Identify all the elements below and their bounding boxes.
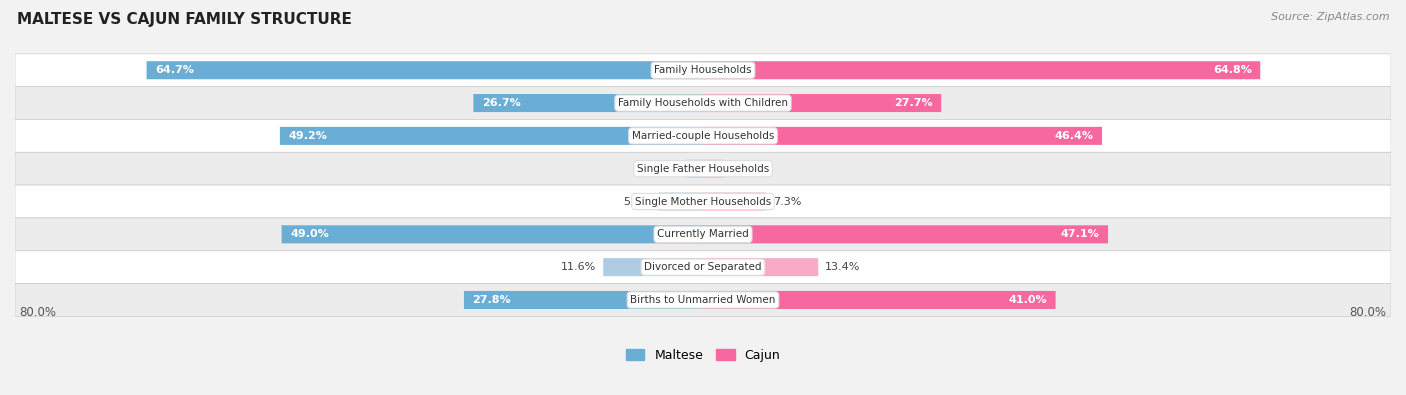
- Text: Divorced or Separated: Divorced or Separated: [644, 262, 762, 272]
- Text: 49.0%: 49.0%: [290, 229, 329, 239]
- Text: 11.6%: 11.6%: [561, 262, 596, 272]
- Text: 13.4%: 13.4%: [825, 262, 860, 272]
- FancyBboxPatch shape: [703, 225, 1108, 243]
- Text: Births to Unmarried Women: Births to Unmarried Women: [630, 295, 776, 305]
- FancyBboxPatch shape: [658, 192, 703, 211]
- Text: 26.7%: 26.7%: [482, 98, 520, 108]
- Legend: Maltese, Cajun: Maltese, Cajun: [626, 349, 780, 362]
- Text: 46.4%: 46.4%: [1054, 131, 1094, 141]
- FancyBboxPatch shape: [281, 225, 703, 243]
- FancyBboxPatch shape: [603, 258, 703, 276]
- Text: 41.0%: 41.0%: [1008, 295, 1047, 305]
- Text: Family Households: Family Households: [654, 65, 752, 75]
- FancyBboxPatch shape: [703, 61, 1260, 79]
- Text: 64.8%: 64.8%: [1213, 65, 1251, 75]
- FancyBboxPatch shape: [15, 218, 1391, 251]
- FancyBboxPatch shape: [703, 160, 724, 178]
- Text: Currently Married: Currently Married: [657, 229, 749, 239]
- FancyBboxPatch shape: [15, 185, 1391, 218]
- FancyBboxPatch shape: [464, 291, 703, 309]
- Text: 2.0%: 2.0%: [651, 164, 679, 174]
- Text: 2.5%: 2.5%: [731, 164, 759, 174]
- FancyBboxPatch shape: [703, 291, 1056, 309]
- FancyBboxPatch shape: [703, 94, 941, 112]
- FancyBboxPatch shape: [703, 258, 818, 276]
- Text: 80.0%: 80.0%: [20, 306, 56, 319]
- Text: 7.3%: 7.3%: [773, 196, 801, 207]
- FancyBboxPatch shape: [686, 160, 703, 178]
- FancyBboxPatch shape: [15, 152, 1391, 185]
- Text: Single Father Households: Single Father Households: [637, 164, 769, 174]
- Text: 27.8%: 27.8%: [472, 295, 512, 305]
- FancyBboxPatch shape: [15, 87, 1391, 119]
- Text: 64.7%: 64.7%: [155, 65, 194, 75]
- FancyBboxPatch shape: [15, 119, 1391, 152]
- FancyBboxPatch shape: [15, 54, 1391, 87]
- FancyBboxPatch shape: [15, 284, 1391, 316]
- Text: 5.2%: 5.2%: [623, 196, 651, 207]
- Text: 49.2%: 49.2%: [288, 131, 328, 141]
- Text: 47.1%: 47.1%: [1060, 229, 1099, 239]
- FancyBboxPatch shape: [703, 127, 1102, 145]
- Text: Source: ZipAtlas.com: Source: ZipAtlas.com: [1271, 12, 1389, 22]
- Text: MALTESE VS CAJUN FAMILY STRUCTURE: MALTESE VS CAJUN FAMILY STRUCTURE: [17, 12, 352, 27]
- Text: Married-couple Households: Married-couple Households: [631, 131, 775, 141]
- Text: 27.7%: 27.7%: [894, 98, 932, 108]
- FancyBboxPatch shape: [146, 61, 703, 79]
- FancyBboxPatch shape: [703, 192, 766, 211]
- Text: 80.0%: 80.0%: [1350, 306, 1386, 319]
- Text: Family Households with Children: Family Households with Children: [619, 98, 787, 108]
- Text: Single Mother Households: Single Mother Households: [636, 196, 770, 207]
- FancyBboxPatch shape: [474, 94, 703, 112]
- FancyBboxPatch shape: [280, 127, 703, 145]
- FancyBboxPatch shape: [15, 251, 1391, 284]
